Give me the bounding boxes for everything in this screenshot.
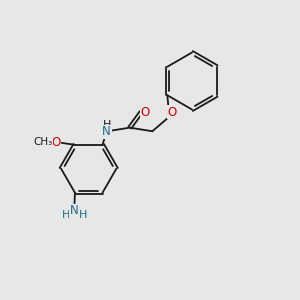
Text: N: N [70,204,79,217]
Text: H: H [79,210,87,220]
Text: O: O [168,106,177,119]
Text: N: N [102,125,111,138]
Text: O: O [51,136,61,149]
Text: CH₃: CH₃ [33,137,52,147]
Text: H: H [103,120,111,130]
Text: H: H [62,210,70,220]
Text: O: O [140,106,149,118]
